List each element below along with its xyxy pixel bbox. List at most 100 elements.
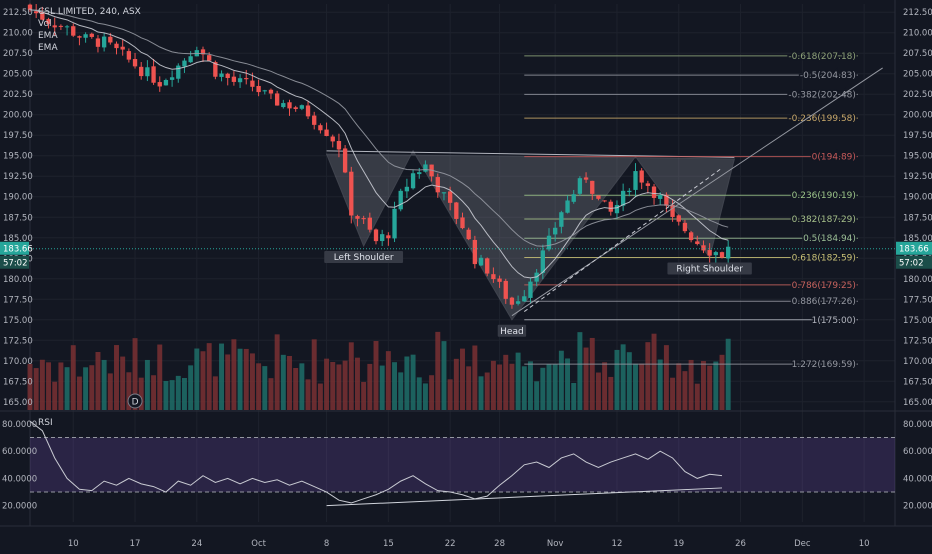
current-price-text-left: 183.66 bbox=[3, 245, 33, 255]
candle-body bbox=[583, 177, 589, 180]
candle-body bbox=[58, 25, 64, 27]
volume-bar bbox=[262, 366, 268, 410]
volume-bar bbox=[546, 364, 552, 410]
candle-body bbox=[478, 257, 484, 266]
trendline-layer[interactable] bbox=[511, 67, 883, 317]
volume-bar bbox=[237, 348, 243, 410]
candle-body bbox=[454, 202, 459, 219]
fib-level-label: 0(194.89) bbox=[812, 153, 856, 163]
axes-layer: 212.50 212.50 210.00 210.00 207.50 207.50 205.… bbox=[0, 8, 932, 549]
candle-body bbox=[287, 102, 292, 109]
candle-body bbox=[101, 36, 107, 48]
symbol-title[interactable]: CSL LIMITED, 240, ASX bbox=[38, 7, 141, 17]
annotation-box[interactable] bbox=[497, 324, 527, 337]
candle-body bbox=[77, 36, 82, 38]
rsi-tick-label-right: 40.0000 bbox=[903, 474, 932, 484]
volume-bar bbox=[429, 375, 435, 410]
volume-bar bbox=[398, 372, 404, 410]
annotation-box[interactable] bbox=[667, 262, 752, 275]
rsi-band-layer bbox=[30, 437, 895, 493]
volume-bar bbox=[70, 345, 76, 410]
candle-body bbox=[596, 195, 601, 199]
volume-bar bbox=[330, 361, 336, 410]
price-tick-label-left: 210.00 bbox=[3, 29, 33, 39]
candle-body bbox=[645, 183, 651, 186]
candle-body bbox=[312, 115, 317, 125]
legend-ema-2[interactable]: EMA bbox=[38, 43, 58, 53]
trend-line[interactable] bbox=[511, 67, 883, 317]
price-tick-label-right: 192.50 bbox=[903, 172, 932, 182]
time-tick-label: Nov bbox=[547, 539, 564, 549]
volume-bar bbox=[157, 344, 163, 410]
candle-body bbox=[719, 252, 725, 258]
volume-bar bbox=[552, 364, 558, 410]
candle-body bbox=[380, 234, 385, 242]
time-tick-label: Oct bbox=[251, 539, 266, 549]
candle-body bbox=[268, 89, 274, 94]
volume-bar bbox=[58, 362, 64, 410]
rsi-title[interactable]: RSI bbox=[38, 418, 53, 428]
fib-level-label: 0.5(184.94) bbox=[803, 234, 856, 244]
volume-bar bbox=[534, 381, 540, 410]
dividend-marker-layer[interactable]: D bbox=[127, 393, 143, 409]
volume-bar bbox=[676, 363, 682, 410]
candle-body bbox=[651, 186, 657, 198]
volume-bar bbox=[694, 383, 700, 410]
volume-bar bbox=[670, 377, 676, 410]
volume-bar bbox=[410, 354, 416, 410]
trend-line-dashed[interactable] bbox=[523, 167, 723, 312]
volume-bar bbox=[490, 360, 496, 410]
volume-bar bbox=[682, 371, 688, 410]
volume-bar bbox=[392, 362, 398, 410]
annotations-layer: Left Shoulder Head Right Shoulder bbox=[324, 250, 752, 337]
candle-body bbox=[293, 107, 298, 109]
fib-level-label: -0.618(207.18) bbox=[788, 52, 856, 62]
volume-bar bbox=[64, 367, 70, 410]
price-tick-label-left: 205.00 bbox=[3, 70, 33, 80]
volume-bar bbox=[367, 363, 373, 410]
price-tick-label-right: 205.00 bbox=[903, 70, 932, 80]
candle-body bbox=[577, 178, 583, 194]
volume-bar bbox=[404, 356, 410, 410]
dividend-marker-label: D bbox=[132, 398, 139, 408]
candle-body bbox=[108, 36, 113, 43]
volume-bar bbox=[651, 333, 657, 410]
candle-body bbox=[386, 235, 391, 239]
time-tick-label: 8 bbox=[324, 539, 329, 549]
fib-level-label: 0.886(177.26) bbox=[792, 297, 856, 307]
fib-level-label: 0.236(190.19) bbox=[792, 191, 856, 201]
candle-body bbox=[225, 73, 230, 78]
volume-bar bbox=[379, 365, 385, 410]
price-tick-label-right: 177.50 bbox=[903, 295, 932, 305]
countdown-badge-right bbox=[896, 255, 932, 269]
price-tick-label-left: 197.50 bbox=[3, 131, 33, 141]
rsi-trend-line[interactable] bbox=[326, 487, 723, 507]
legend-ema-1[interactable]: EMA bbox=[38, 31, 58, 41]
dividend-marker-icon[interactable] bbox=[127, 393, 143, 409]
candle-body bbox=[89, 33, 94, 37]
candle-body bbox=[355, 216, 360, 219]
ema-line-2[interactable] bbox=[29, 9, 729, 247]
volume-bar bbox=[509, 363, 515, 410]
price-tick-label-left: 170.00 bbox=[3, 357, 33, 367]
price-tick-label-right: 197.50 bbox=[903, 131, 932, 141]
candle-body bbox=[318, 125, 323, 131]
price-tick-label-left: 190.00 bbox=[3, 193, 33, 203]
legend-vol[interactable]: Vol bbox=[38, 19, 52, 29]
volume-bar bbox=[305, 379, 311, 410]
ema-line-1[interactable] bbox=[29, 9, 729, 279]
price-tick-label-right: 165.00 bbox=[903, 398, 932, 408]
volume-bar bbox=[663, 345, 669, 410]
candle-body bbox=[713, 252, 718, 256]
rsi-line[interactable] bbox=[29, 420, 723, 504]
volume-bar bbox=[645, 342, 651, 410]
price-tick-label-right: 202.50 bbox=[903, 90, 932, 100]
candle-body bbox=[244, 78, 249, 80]
candle-body bbox=[139, 66, 144, 77]
fib-level-label: 0.618(182.59) bbox=[792, 254, 856, 264]
candle-body bbox=[207, 55, 212, 61]
annotation-box[interactable] bbox=[324, 250, 404, 263]
countdown-badge-left bbox=[0, 255, 29, 269]
candle-body bbox=[417, 172, 422, 175]
